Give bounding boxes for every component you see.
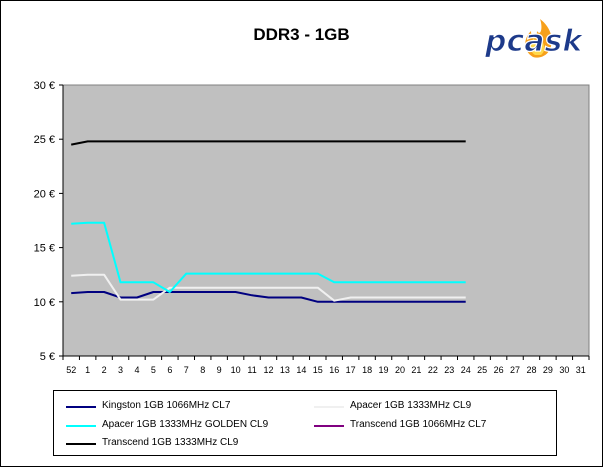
x-tick-label: 5 xyxy=(151,365,156,375)
x-tick-label: 14 xyxy=(296,365,306,375)
x-tick-label: 21 xyxy=(411,365,421,375)
legend-label: Transcend 1GB 1066MHz CL7 xyxy=(350,419,487,430)
y-tick-label: 10 € xyxy=(34,297,55,309)
legend-swatch xyxy=(66,443,96,445)
x-tick-label: 52 xyxy=(66,365,76,375)
x-axis: 52 1 2 3 4 5 6 7 8 9 10 11 12 13 14 15 16 17 18 19 20 21 22 23 2… xyxy=(62,355,590,375)
x-tick-label: 16 xyxy=(329,365,339,375)
y-tick-label: 20 € xyxy=(34,188,55,200)
series-line xyxy=(71,291,466,303)
x-tick-label: 15 xyxy=(313,365,323,375)
x-tick-label: 26 xyxy=(494,365,504,375)
x-tick-label: 8 xyxy=(200,365,205,375)
x-tick-label: 7 xyxy=(184,365,189,375)
series-layer xyxy=(71,140,466,303)
y-axis: 5 € 10 € 15 € 20 € 25 € 30 € xyxy=(34,80,64,363)
x-tick-label: 10 xyxy=(231,365,241,375)
x-tick-label: 24 xyxy=(461,365,471,375)
x-tick-label: 20 xyxy=(395,365,405,375)
x-tick-label: 17 xyxy=(346,365,356,375)
series-line xyxy=(71,221,466,293)
x-tick-label: 13 xyxy=(280,365,290,375)
y-tick-label: 5 € xyxy=(40,351,55,363)
y-tick-label: 30 € xyxy=(34,80,55,92)
x-tick-label: 12 xyxy=(263,365,273,375)
x-tick-label: 18 xyxy=(362,365,372,375)
legend-label: Apacer 1GB 1333MHz CL9 xyxy=(350,400,472,411)
x-tick-label: 25 xyxy=(477,365,487,375)
x-tick-label: 11 xyxy=(247,365,256,375)
y-tick-label: 25 € xyxy=(34,134,55,146)
x-tick-label: 30 xyxy=(559,365,569,375)
legend: Kingston 1GB 1066MHz CL7 Apacer 1GB 1333… xyxy=(53,390,557,456)
legend-swatch xyxy=(314,425,344,427)
x-tick-label: 28 xyxy=(526,365,536,375)
legend-label: Kingston 1GB 1066MHz CL7 xyxy=(102,400,231,411)
legend-swatch xyxy=(66,425,96,427)
x-tick-label: 4 xyxy=(134,365,139,375)
plot-area xyxy=(62,84,590,357)
series-line xyxy=(71,140,466,146)
x-tick-label: 29 xyxy=(543,365,553,375)
legend-label: Apacer 1GB 1333MHz GOLDEN CL9 xyxy=(102,419,269,430)
x-tick-label: 6 xyxy=(167,365,172,375)
x-tick-label: 3 xyxy=(118,365,123,375)
legend-label: Transcend 1GB 1333MHz CL9 xyxy=(102,437,239,448)
x-tick-label: 1 xyxy=(85,365,90,375)
x-tick-label: 9 xyxy=(217,365,222,375)
svg-text:pcask: pcask xyxy=(484,24,584,59)
legend-swatch xyxy=(66,406,96,408)
chart-title: DDR3 - 1GB xyxy=(253,25,350,44)
x-tick-label: 22 xyxy=(428,365,438,375)
legend-swatch xyxy=(314,406,344,408)
pcask-logo: pcask xyxy=(483,19,585,60)
y-tick-label: 15 € xyxy=(34,243,55,255)
x-tick-label: 27 xyxy=(510,365,520,375)
series-line xyxy=(71,273,466,302)
x-tick-label: 23 xyxy=(444,365,454,375)
x-tick-label: 31 xyxy=(576,365,586,375)
x-tick-label: 2 xyxy=(102,365,107,375)
x-tick-label: 19 xyxy=(379,365,389,375)
